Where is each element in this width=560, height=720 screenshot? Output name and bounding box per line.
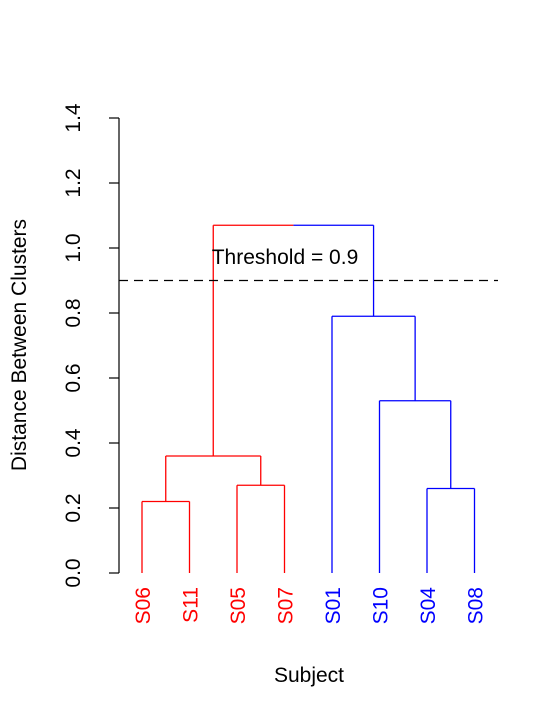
y-tick-label: 1.0: [62, 233, 85, 262]
y-tick-label: 0.6: [62, 363, 85, 392]
leaf-labels: S06 S11 S05 S07 S01 S10 S04 S08: [132, 587, 488, 625]
y-tick-label: 0.0: [62, 558, 85, 587]
y-tick-label: 1.2: [62, 168, 85, 197]
leaf-label: S08: [465, 587, 488, 624]
y-tick-label: 0.4: [62, 428, 85, 458]
y-tick-label: 0.2: [62, 493, 85, 522]
leaf-label: S05: [227, 587, 250, 624]
threshold-label: Threshold = 0.9: [212, 246, 359, 269]
leaf-label: S06: [132, 587, 155, 624]
leaf-label: S07: [275, 587, 298, 624]
leaf-label: S11: [180, 587, 203, 623]
threshold: Threshold = 0.9: [119, 246, 498, 282]
y-axis: 0.0 0.2 0.4 0.6 0.8 1.0 1.2 1.4: [62, 103, 120, 588]
y-tick-label: 0.8: [62, 298, 85, 327]
y-tick-label: 1.4: [62, 103, 85, 133]
x-axis-title: Subject: [274, 664, 344, 687]
leaf-label: S10: [370, 587, 393, 624]
dendrogram-tree: [141, 224, 476, 573]
leaf-label: S04: [417, 587, 440, 625]
leaf-label: S01: [322, 587, 345, 624]
y-axis-title: Distance Between Clusters: [8, 219, 31, 471]
